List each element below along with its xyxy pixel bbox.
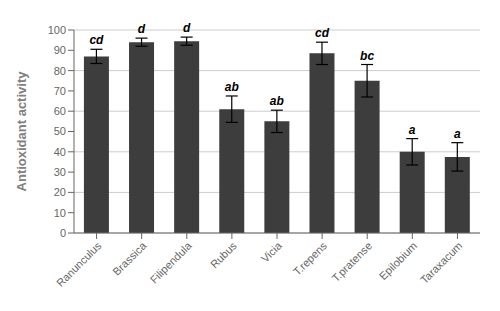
svg-text:70: 70 [54,85,66,97]
svg-text:90: 90 [54,44,66,56]
svg-text:d: d [138,22,146,36]
svg-text:T.pratense: T.pratense [329,239,374,284]
svg-text:40: 40 [54,146,66,158]
svg-text:Brassica: Brassica [110,239,149,278]
svg-text:d: d [183,21,191,35]
svg-text:T.repens: T.repens [291,239,330,278]
svg-text:10: 10 [54,207,66,219]
svg-text:20: 20 [54,186,66,198]
svg-text:a: a [454,127,461,141]
svg-text:Vicia: Vicia [259,239,285,265]
svg-text:cd: cd [89,33,104,47]
svg-text:bc: bc [360,49,374,63]
svg-text:80: 80 [54,65,66,77]
svg-text:ab: ab [225,80,239,94]
svg-text:50: 50 [54,125,66,137]
svg-text:Taraxacum: Taraxacum [418,239,465,286]
svg-text:cd: cd [315,26,330,40]
svg-text:Ranunculus: Ranunculus [54,239,104,289]
svg-text:Filipendula: Filipendula [148,239,195,286]
svg-text:Antioxidant activity: Antioxidant activity [14,71,29,192]
svg-text:ab: ab [270,94,284,108]
svg-text:30: 30 [54,166,66,178]
svg-text:a: a [409,123,416,137]
svg-text:60: 60 [54,105,66,117]
svg-text:Epilobium: Epilobium [377,239,420,282]
svg-text:0: 0 [60,227,66,239]
svg-text:Rubus: Rubus [208,239,239,270]
svg-text:100: 100 [48,24,66,36]
